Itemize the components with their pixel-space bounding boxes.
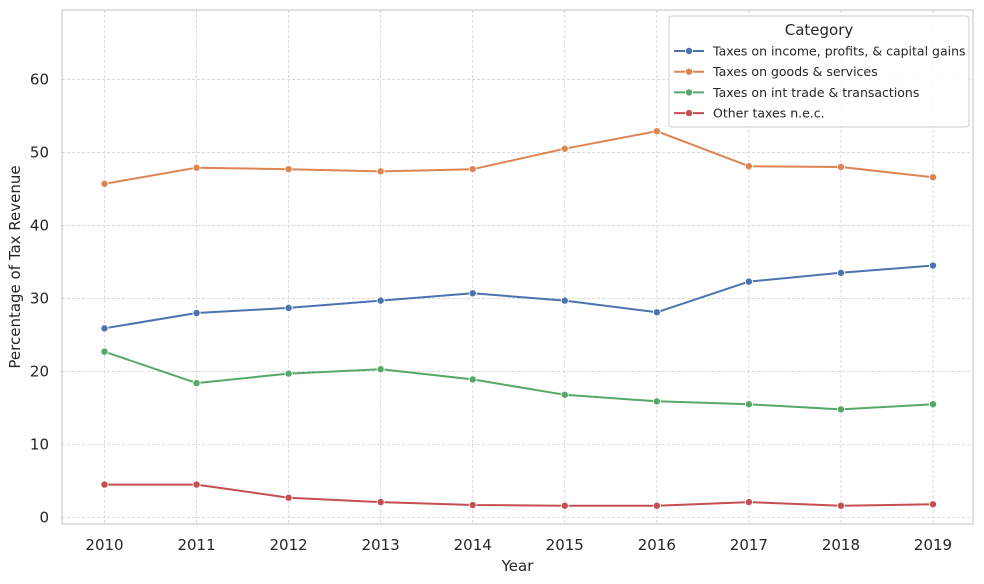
- data-point-series-3: [100, 347, 109, 356]
- data-point-series-4: [652, 501, 661, 510]
- x-tick-label: 2019: [914, 536, 952, 554]
- data-point-series-2: [652, 127, 661, 136]
- data-point-series-2: [468, 165, 477, 174]
- y-tick-label: 30: [30, 289, 49, 307]
- data-point-series-2: [100, 179, 109, 188]
- y-tick-label: 60: [30, 70, 49, 88]
- series-line-1: [104, 264, 934, 330]
- x-tick-label: 2018: [822, 536, 860, 554]
- data-point-series-1: [560, 296, 569, 305]
- x-tick-label: 2017: [730, 536, 768, 554]
- data-point-series-1: [192, 308, 201, 317]
- data-point-series-4: [929, 500, 938, 509]
- data-point-series-3: [468, 375, 477, 384]
- series-line-2: [104, 130, 934, 185]
- legend-marker-swatch: [685, 67, 694, 76]
- y-tick-label: 0: [39, 508, 49, 526]
- data-point-series-2: [376, 167, 385, 176]
- data-point-series-3: [560, 390, 569, 399]
- legend-items: Taxes on income, profits, & capital gain…: [674, 44, 966, 121]
- y-axis-ticks: 0 10 20 30 40 50 60: [30, 70, 49, 526]
- x-tick-label: 2011: [177, 536, 215, 554]
- y-tick-label: 40: [30, 216, 49, 234]
- data-point-series-1: [929, 261, 938, 270]
- data-point-series-2: [836, 162, 845, 171]
- data-point-series-3: [652, 397, 661, 406]
- legend-marker-swatch: [685, 47, 694, 56]
- data-point-series-2: [929, 173, 938, 182]
- legend-marker-swatch: [685, 88, 694, 97]
- legend-entry-label: Taxes on goods & services: [712, 64, 878, 79]
- data-point-series-1: [376, 296, 385, 305]
- data-point-series-4: [836, 501, 845, 510]
- data-point-series-2: [744, 162, 753, 171]
- data-point-series-4: [100, 480, 109, 489]
- legend-title: Category: [785, 21, 854, 39]
- data-point-series-4: [468, 501, 477, 510]
- legend-entry-label: Other taxes n.e.c.: [713, 106, 825, 121]
- data-point-series-3: [744, 400, 753, 409]
- data-point-series-1: [652, 308, 661, 317]
- data-point-series-2: [560, 144, 569, 153]
- legend: Category Taxes on income, profits, & cap…: [668, 15, 970, 128]
- data-point-series-2: [192, 163, 201, 172]
- series-lines: [104, 130, 934, 507]
- data-point-series-3: [929, 400, 938, 409]
- legend-box: [668, 15, 970, 128]
- x-tick-label: 2012: [270, 536, 308, 554]
- data-point-series-1: [836, 268, 845, 277]
- legend-marker-swatch: [685, 109, 694, 118]
- x-tick-label: 2010: [85, 536, 123, 554]
- x-tick-label: 2016: [638, 536, 676, 554]
- data-point-series-4: [284, 493, 293, 502]
- data-point-series-4: [376, 498, 385, 507]
- data-point-series-3: [284, 369, 293, 378]
- series-line-3: [104, 350, 934, 411]
- series-points: [100, 127, 938, 510]
- data-point-series-4: [560, 501, 569, 510]
- data-point-series-1: [744, 277, 753, 286]
- data-point-series-3: [376, 365, 385, 374]
- data-point-series-1: [468, 289, 477, 298]
- data-point-series-1: [284, 303, 293, 312]
- x-tick-label: 2013: [362, 536, 400, 554]
- x-tick-label: 2014: [454, 536, 492, 554]
- y-tick-label: 50: [30, 143, 49, 161]
- data-point-series-4: [192, 480, 201, 489]
- y-axis-label: Percentage of Tax Revenue: [6, 165, 24, 368]
- data-point-series-4: [744, 498, 753, 507]
- data-point-series-3: [192, 379, 201, 388]
- x-axis-label: Year: [501, 557, 535, 575]
- legend-entry-label: Taxes on income, profits, & capital gain…: [712, 44, 966, 59]
- y-tick-label: 10: [30, 435, 49, 453]
- data-point-series-3: [836, 405, 845, 414]
- series-line-4: [104, 483, 934, 507]
- data-point-series-2: [284, 165, 293, 174]
- grid-lines: [62, 10, 973, 524]
- y-tick-label: 20: [30, 362, 49, 380]
- legend-entry-label: Taxes on int trade & transactions: [712, 85, 919, 100]
- x-tick-label: 2015: [546, 536, 584, 554]
- x-axis-ticks: 2010 2011 2012 2013 2014 2015 2016 2017 2018 2019: [85, 536, 952, 554]
- data-point-series-1: [100, 324, 109, 333]
